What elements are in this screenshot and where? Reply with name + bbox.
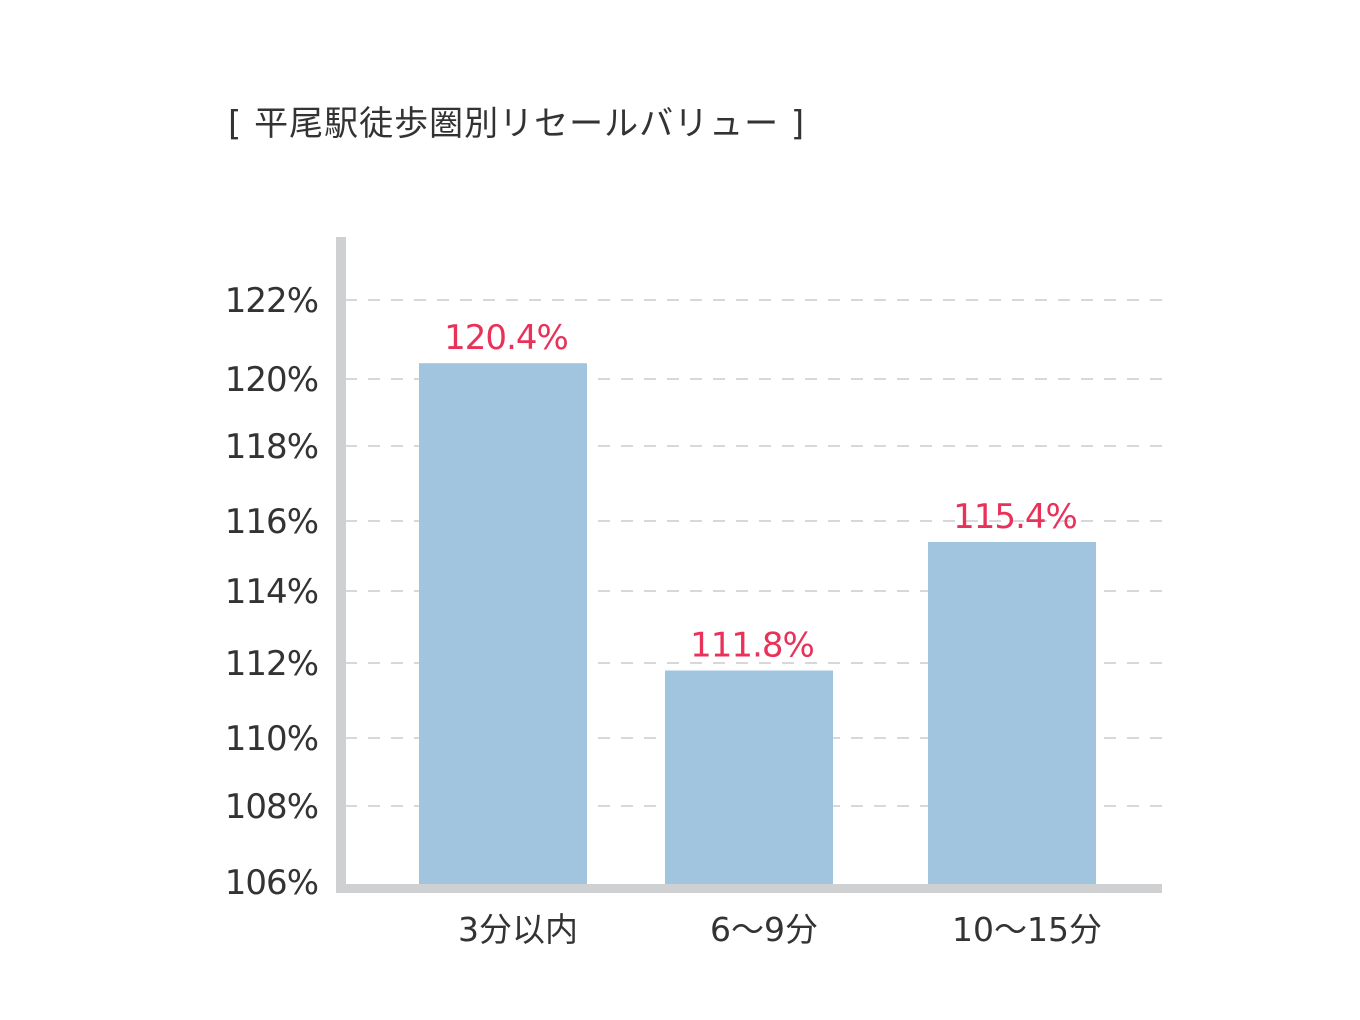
y-tick-label: 108% bbox=[225, 787, 318, 827]
bar bbox=[419, 363, 587, 886]
bars-layer bbox=[419, 363, 1096, 886]
data-label: 115.4% bbox=[953, 497, 1077, 537]
x-axis bbox=[336, 884, 1162, 893]
y-tick-label: 114% bbox=[225, 572, 318, 612]
y-tick-label: 116% bbox=[225, 502, 318, 542]
y-tick-label: 118% bbox=[225, 427, 318, 467]
data-label: 120.4% bbox=[444, 318, 568, 358]
chart-title: [ 平尾駅徒歩圏別リセールバリュー ] bbox=[228, 104, 806, 144]
x-tick-label: 6〜9分 bbox=[710, 910, 818, 949]
y-tick-label: 120% bbox=[225, 360, 318, 400]
bar bbox=[928, 542, 1096, 886]
labels-layer: 106% 108% 110% 112% 114% 116% 118% 120% 122% 120.… bbox=[225, 281, 1102, 949]
bar bbox=[665, 670, 833, 886]
y-tick-label: 110% bbox=[225, 719, 318, 759]
y-tick-label: 122% bbox=[225, 281, 318, 321]
x-tick-label: 3分以内 bbox=[458, 910, 578, 949]
y-axis bbox=[336, 237, 346, 892]
data-label: 111.8% bbox=[690, 626, 814, 666]
x-tick-label: 10〜15分 bbox=[952, 910, 1102, 949]
y-tick-label: 106% bbox=[225, 863, 318, 903]
y-tick-label: 112% bbox=[225, 644, 318, 684]
axis-layer bbox=[336, 237, 1162, 893]
